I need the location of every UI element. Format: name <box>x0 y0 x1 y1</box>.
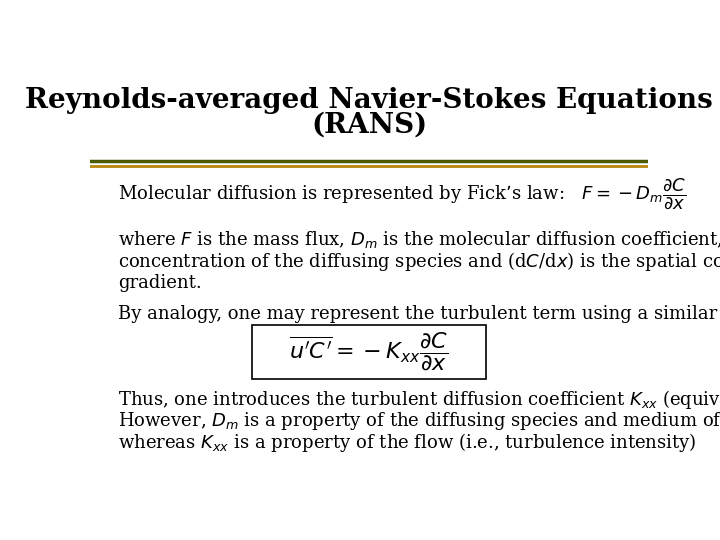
Text: Reynolds-averaged Navier-Stokes Equations: Reynolds-averaged Navier-Stokes Equation… <box>25 86 713 113</box>
Text: concentration of the diffusing species and (d$C$/d$x$) is the spatial concentrat: concentration of the diffusing species a… <box>118 249 720 273</box>
Text: $\overline{u'C'} = -K_{xx} \dfrac{\partial C}{\partial x}$: $\overline{u'C'} = -K_{xx} \dfrac{\parti… <box>289 330 449 373</box>
FancyBboxPatch shape <box>252 325 486 379</box>
Text: whereas $K_{xx}$ is a property of the flow (i.e., turbulence intensity): whereas $K_{xx}$ is a property of the fl… <box>118 431 696 454</box>
Text: By analogy, one may represent the turbulent term using a similar formulation:: By analogy, one may represent the turbul… <box>118 305 720 323</box>
Text: where $F$ is the mass flux, $D_m$ is the molecular diffusion coefficient, $C$ is: where $F$ is the mass flux, $D_m$ is the… <box>118 229 720 250</box>
Text: gradient.: gradient. <box>118 274 202 292</box>
Text: Thus, one introduces the turbulent diffusion coefficient $K_{xx}$ (equivalent to: Thus, one introduces the turbulent diffu… <box>118 388 720 411</box>
Text: However, $D_m$ is a property of the diffusing species and medium of diffusion,: However, $D_m$ is a property of the diff… <box>118 410 720 432</box>
Text: (RANS): (RANS) <box>311 112 427 139</box>
Text: Molecular diffusion is represented by Fick’s law:   $F = -D_m \dfrac{\partial C}: Molecular diffusion is represented by Fi… <box>118 176 686 211</box>
